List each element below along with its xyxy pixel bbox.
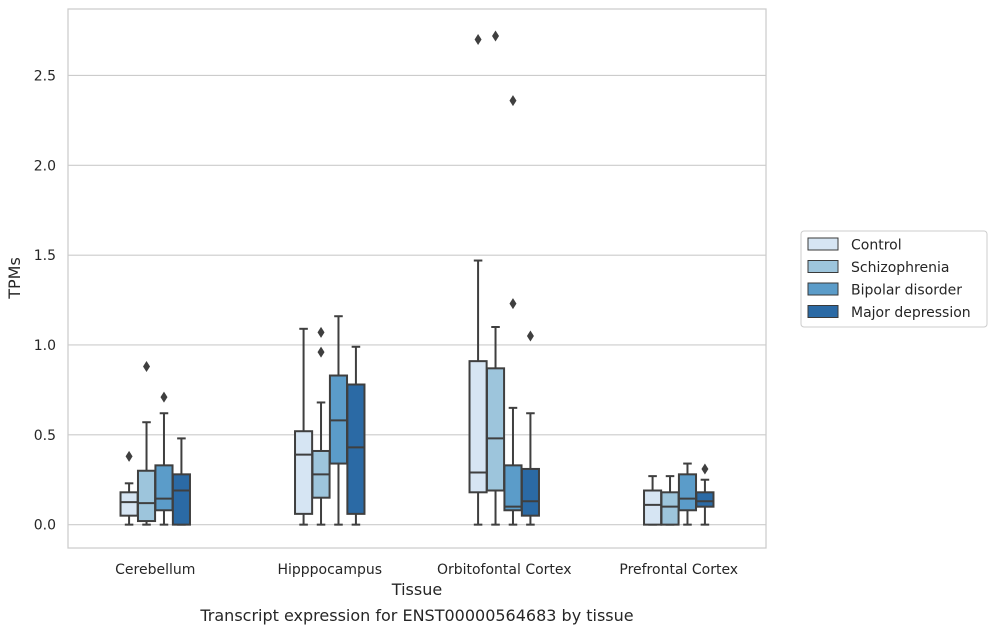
- legend-swatch: [807, 305, 839, 318]
- box-2-1: [485, 30, 506, 526]
- outlier-point: [143, 361, 151, 373]
- box-3-2: [677, 462, 698, 526]
- outlier-point: [526, 330, 534, 342]
- outlier-point: [701, 463, 709, 475]
- box: [346, 383, 366, 515]
- box: [485, 367, 506, 492]
- box-3-1: [660, 475, 680, 526]
- box: [136, 469, 157, 523]
- y-tick-label: 0.5: [34, 428, 56, 444]
- box: [171, 473, 191, 526]
- legend: Control Schizophrenia Bipolar disorder Majo…: [800, 230, 988, 328]
- axes: 0.0 0.5 1.0 1.5 2.0 2.5 Cerebellum Hipppocampus…: [34, 68, 738, 578]
- legend-swatch: [807, 260, 839, 273]
- y-tick-label: 1.0: [34, 338, 56, 354]
- x-tick-label: Prefrontal Cortex: [619, 562, 738, 578]
- outlier-point: [317, 346, 325, 358]
- box: [503, 464, 523, 512]
- plot-area: [67, 8, 767, 549]
- box: [520, 467, 540, 517]
- box-0-2: [154, 391, 174, 526]
- legend-label: Schizophrenia: [851, 260, 949, 276]
- x-tick-label: Cerebellum: [115, 562, 195, 578]
- outlier-point: [492, 30, 500, 42]
- y-tick-label: 2.0: [34, 158, 56, 174]
- gridlines: [68, 74, 766, 526]
- box-3-3: [695, 463, 715, 526]
- y-tick-label: 2.5: [34, 68, 56, 84]
- y-tick-label: 1.5: [34, 248, 56, 264]
- legend-frame: [800, 230, 988, 328]
- box: [677, 473, 698, 512]
- legend-label: Major depression: [851, 305, 971, 321]
- outlier-point: [125, 450, 133, 462]
- x-tick-label: Hipppocampus: [277, 562, 382, 578]
- box: [695, 491, 715, 508]
- outlier-point: [509, 298, 517, 310]
- y-tick-label: 0.0: [34, 518, 56, 534]
- box-0-0: [119, 450, 139, 526]
- box-series: [119, 30, 715, 526]
- legend-swatch: [807, 282, 839, 296]
- box: [119, 491, 139, 517]
- outlier-point: [474, 34, 482, 46]
- x-tick-label: Orbitofontal Cortex: [437, 562, 572, 578]
- legend-label: Control: [851, 238, 902, 254]
- x-axis-label: Tissue: [391, 580, 442, 599]
- box: [154, 464, 174, 512]
- box-0-3: [171, 437, 191, 526]
- box-1-0: [294, 327, 314, 526]
- outlier-point: [317, 326, 325, 338]
- box-2-3: [520, 330, 540, 526]
- box-1-1: [311, 326, 331, 526]
- box: [294, 430, 314, 515]
- box: [660, 491, 680, 526]
- box-3-0: [643, 475, 663, 526]
- box-1-3: [346, 345, 366, 526]
- outlier-point: [160, 391, 168, 403]
- box-2-0: [468, 34, 488, 526]
- figure-caption: Transcript expression for ENST0000056468…: [200, 606, 634, 625]
- box-1-2: [328, 315, 349, 526]
- legend-swatch: [807, 237, 839, 251]
- y-axis-label: TPMs: [5, 257, 24, 300]
- box: [643, 489, 663, 526]
- legend-label: Bipolar disorder: [851, 283, 962, 299]
- outlier-point: [509, 95, 517, 107]
- box-0-1: [136, 361, 157, 526]
- box-2-2: [503, 95, 523, 526]
